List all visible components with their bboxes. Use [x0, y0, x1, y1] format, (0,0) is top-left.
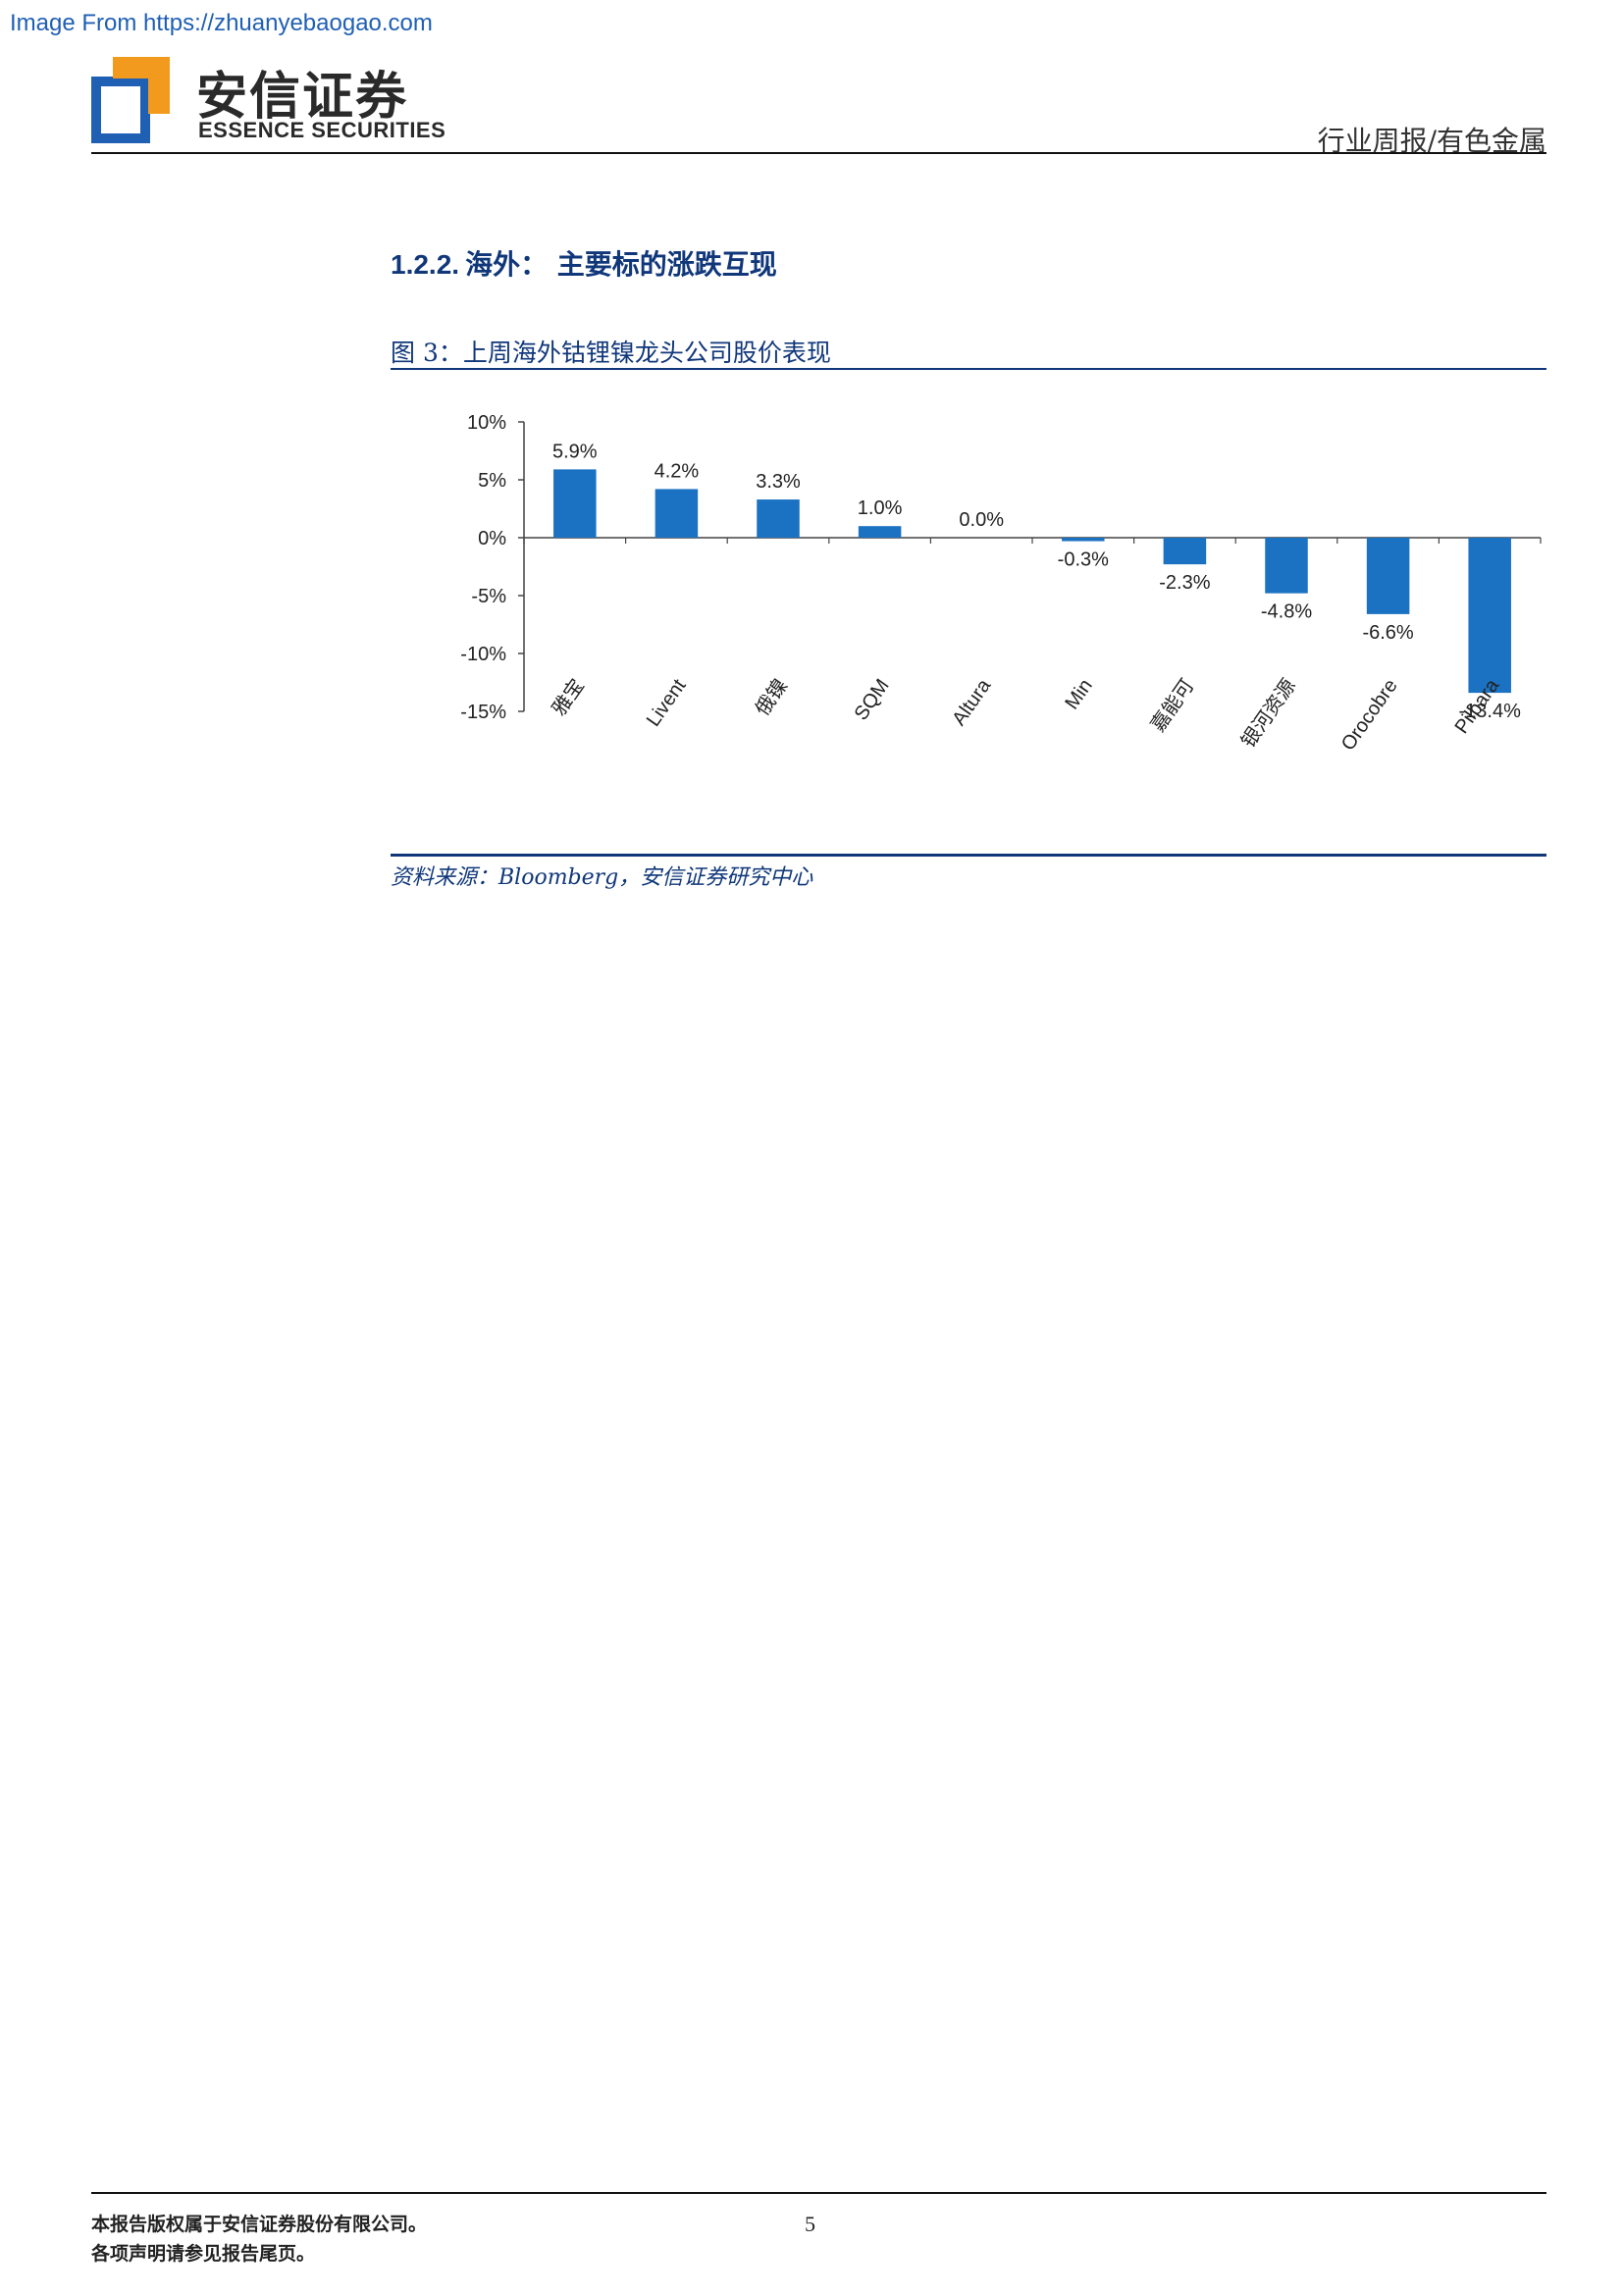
data-label: 1.0% — [858, 497, 903, 519]
report-type: 行业周报/有色金属 — [1317, 125, 1546, 157]
section-heading: 1.2.2. 海外： 主要标的涨跌互现 — [391, 243, 777, 283]
x-category-label: 银河资源 — [1236, 675, 1300, 753]
y-tick-label: 0% — [478, 528, 506, 549]
x-category-label: 俄镍 — [751, 675, 792, 720]
page-number: 5 — [805, 2212, 815, 2236]
header-divider — [91, 152, 1546, 154]
bar — [655, 489, 699, 538]
y-tick-label: 5% — [478, 470, 506, 492]
data-label: -2.3% — [1159, 572, 1210, 594]
section-number: 1.2.2. — [391, 249, 460, 280]
bar — [858, 526, 902, 538]
essence-logo-icon — [91, 57, 170, 143]
data-label: -4.8% — [1261, 601, 1312, 623]
data-label: 0.0% — [959, 509, 1004, 531]
x-category-label: Min — [1061, 675, 1097, 713]
footer-divider — [91, 2192, 1546, 2194]
bar — [1163, 538, 1207, 565]
x-category-label: SQM — [851, 675, 894, 724]
data-label: 4.2% — [655, 460, 700, 482]
figure-source: 资料来源：Bloomberg，安信证券研究中心 — [391, 865, 813, 890]
watermark-text[interactable]: Image From https://zhuanyebaogao.com — [10, 10, 433, 36]
data-label: -0.3% — [1058, 549, 1109, 571]
bar — [1468, 538, 1511, 694]
x-category-label: Orocobre — [1337, 675, 1402, 755]
figure-top-rule — [391, 368, 1546, 370]
bar — [553, 469, 597, 538]
y-tick-label: -5% — [471, 586, 506, 607]
bar — [1265, 538, 1308, 594]
figure-bottom-rule — [391, 854, 1546, 857]
data-label: -6.6% — [1362, 622, 1413, 644]
data-label: 3.3% — [756, 471, 801, 493]
y-tick-label: -15% — [460, 702, 506, 723]
notice-line-2: 各项声明请参见报告尾页。 — [91, 2243, 316, 2265]
brand-name-cn: 安信证券 — [196, 68, 409, 127]
copyright-notice: 本报告版权属于安信证券股份有限公司。 各项声明请参见报告尾页。 — [91, 2210, 427, 2269]
bar — [757, 499, 800, 538]
bar-chart: 10% 5% 0% -5% -10% -15% 5.9% 雅宝 4.2% Livent 3.3% 俄镍… — [460, 412, 1542, 755]
data-label: -13.4% — [1459, 701, 1522, 722]
y-tick-label: -10% — [460, 644, 506, 665]
section-title-text: 海外： 主要标的涨跌互现 — [465, 248, 777, 281]
x-category-label: Altura — [948, 675, 995, 730]
bar — [1366, 538, 1410, 614]
x-category-label: 嘉能可 — [1146, 675, 1198, 736]
figure-caption: 图 3：上周海外钴锂镍龙头公司股价表现 — [391, 339, 831, 367]
x-category-label: 雅宝 — [548, 675, 589, 720]
data-label: 5.9% — [552, 441, 598, 462]
y-tick-label: 10% — [467, 412, 506, 434]
x-category-label: Livent — [643, 675, 691, 731]
brand-name-en: ESSENCE SECURITIES — [198, 118, 446, 142]
notice-line-1: 本报告版权属于安信证券股份有限公司。 — [91, 2214, 428, 2235]
bar — [1062, 538, 1105, 542]
